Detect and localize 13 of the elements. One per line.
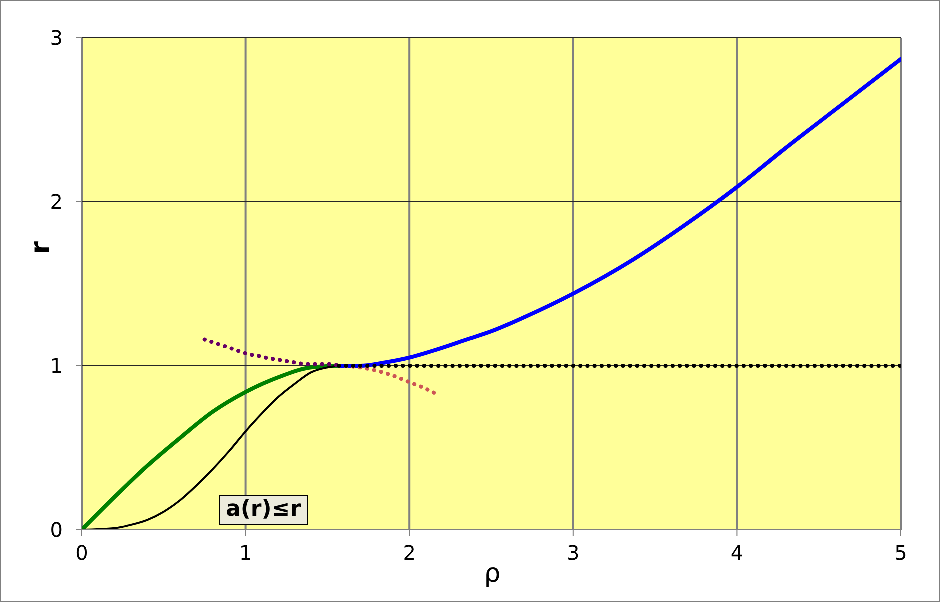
x-tick-label: 2 bbox=[403, 541, 416, 566]
x-tick-label: 1 bbox=[239, 541, 252, 566]
y-tick-label: 3 bbox=[50, 26, 63, 50]
x-tick-label: 4 bbox=[730, 541, 744, 566]
x-tick-label: 0 bbox=[76, 541, 88, 566]
y-tick-label: 0 bbox=[50, 518, 63, 542]
annotation: a(r)≤r bbox=[219, 495, 308, 525]
y-tick-label: 1 bbox=[50, 354, 63, 378]
y-tick-label: 2 bbox=[50, 190, 63, 214]
y-axis-title: r bbox=[26, 242, 56, 254]
x-tick-label: 5 bbox=[894, 541, 908, 566]
x-tick-label: 3 bbox=[567, 541, 580, 566]
x-axis-title: ρ bbox=[484, 559, 501, 589]
